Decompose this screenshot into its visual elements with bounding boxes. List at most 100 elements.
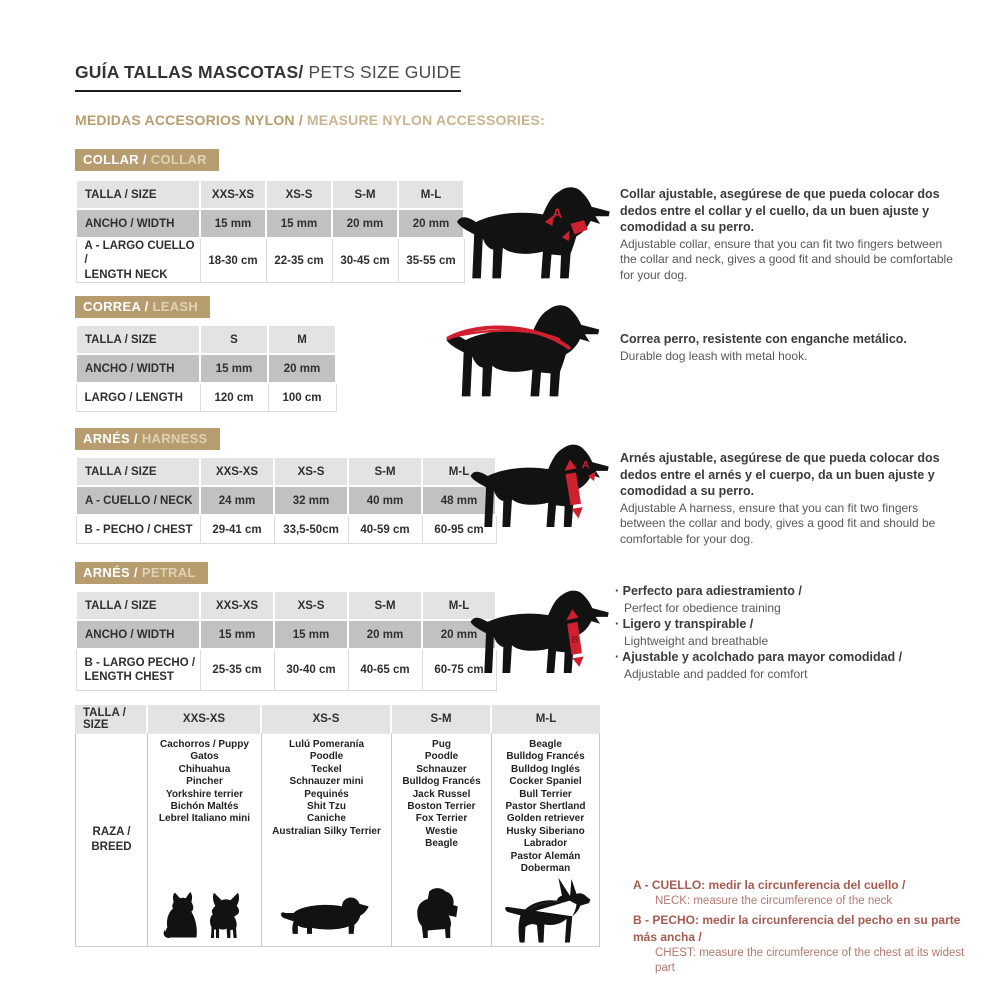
breed-list: Beagle Bulldog Francés Bulldog Inglés Cocke… bbox=[505, 739, 586, 875]
row-label: ANCHO / WIDTH bbox=[75, 353, 201, 384]
col-header: XS-S bbox=[273, 456, 349, 487]
leash-size-table: TALLA / SIZE S M ANCHO / WIDTH 15 mm 20 … bbox=[75, 324, 337, 412]
badge-label-en: HARNESS bbox=[141, 431, 208, 446]
col-header: XS-S bbox=[273, 590, 349, 621]
col-header: XXS-XS bbox=[199, 179, 267, 210]
badge-label-en: COLLAR bbox=[150, 152, 207, 167]
col-header: M-L bbox=[421, 590, 497, 621]
badge-label-en: PETRAL bbox=[141, 565, 196, 580]
value-cell: 30-45 cm bbox=[331, 237, 399, 284]
description-es: Collar ajustable, asegúrese de que pueda… bbox=[620, 187, 940, 234]
breed-column-xxs-xs: Cachorros / Puppy Gatos Chihuahua Pincher Yo… bbox=[148, 734, 262, 946]
col-header: TALLA / SIZE bbox=[75, 324, 201, 355]
col-header: XXS-XS bbox=[148, 705, 262, 733]
row-label: B - LARGO PECHO / LENGTH CHEST bbox=[75, 648, 201, 691]
col-header: XS-S bbox=[265, 179, 333, 210]
petral-size-table: TALLA / SIZE XXS-XS XS-S S-M M-L ANCHO /… bbox=[75, 590, 497, 691]
row-label: ANCHO / WIDTH bbox=[75, 619, 201, 650]
breed-column-s-m: Pug Poodle Schnauzer Bulldog Francés Jack Ru… bbox=[392, 734, 492, 946]
col-header: M-L bbox=[397, 179, 465, 210]
col-header: M-L bbox=[492, 705, 600, 733]
value-cell: 20 mm bbox=[267, 353, 337, 384]
row-label: B - PECHO / CHEST bbox=[75, 514, 201, 544]
page-title-en: PETS SIZE GUIDE bbox=[308, 62, 462, 82]
value-cell: 40 mm bbox=[347, 485, 423, 516]
col-header: S bbox=[199, 324, 269, 355]
value-cell: 18-30 cm bbox=[199, 237, 267, 284]
leash-section-badge: CORREA / LEASH bbox=[75, 296, 211, 318]
dachshund-icon bbox=[280, 897, 369, 934]
page-subtitle: MEDIDAS ACCESORIOS NYLON / MEASURE NYLON … bbox=[75, 112, 545, 128]
table-row-chest: B - PECHO / CHEST 29-41 cm 33,5-50cm 40-… bbox=[75, 514, 497, 544]
description-en: Adjustable A harness, ensure that you ca… bbox=[620, 500, 936, 546]
table-row-chest: B - LARGO PECHO / LENGTH CHEST 25-35 cm … bbox=[75, 648, 497, 691]
dog-leash-icon bbox=[446, 305, 600, 397]
table-header-row: TALLA / SIZE XXS-XS XS-S S-M M-L bbox=[75, 456, 497, 487]
value-cell: 15 mm bbox=[273, 619, 349, 650]
note-es: A - CUELLO: medir la circunferencia del … bbox=[633, 878, 906, 892]
badge-label-es: ARNÉS / bbox=[83, 431, 138, 446]
petral-section-badge: ARNÉS / PETRAL bbox=[75, 562, 208, 584]
harness-section-badge: ARNÉS / HARNESS bbox=[75, 428, 220, 450]
value-cell: 32 mm bbox=[273, 485, 349, 516]
row-label: A - CUELLO / NECK bbox=[75, 485, 201, 516]
col-header: S-M bbox=[347, 590, 423, 621]
table-row-length: LARGO / LENGTH 120 cm 100 cm bbox=[75, 382, 337, 412]
col-header: XS-S bbox=[262, 705, 392, 733]
value-cell: 25-35 cm bbox=[199, 648, 275, 691]
doberman-icon bbox=[504, 877, 590, 943]
breed-list: Lulú Pomeranía Poodle Teckel Schnauzer mini… bbox=[272, 739, 381, 837]
badge-label-es: CORREA / bbox=[83, 299, 149, 314]
page-title-es: GUÍA TALLAS MASCOTAS/ bbox=[75, 62, 304, 82]
value-cell: 33,5-50cm bbox=[273, 514, 349, 544]
breed-list: Pug Poodle Schnauzer Bulldog Francés Jack Ru… bbox=[402, 739, 481, 850]
value-cell: 100 cm bbox=[267, 382, 337, 412]
page-title: GUÍA TALLAS MASCOTAS/PETS SIZE GUIDE bbox=[75, 62, 462, 92]
page-subtitle-es: MEDIDAS ACCESORIOS NYLON / bbox=[75, 112, 303, 128]
collar-section-badge: COLLAR / COLLAR bbox=[75, 149, 219, 171]
collar-description: Collar ajustable, asegúrese de que pueda… bbox=[620, 186, 956, 283]
note-en: NECK: measure the circumference of the n… bbox=[655, 894, 893, 907]
leash-description: Correa perro, resistente con enganche me… bbox=[620, 331, 956, 364]
value-cell: 15 mm bbox=[265, 208, 333, 239]
value-cell: 60-95 cm bbox=[421, 514, 497, 544]
marker-letter: A bbox=[552, 206, 562, 221]
value-cell: 35-55 cm bbox=[397, 237, 465, 284]
value-cell: 120 cm bbox=[199, 382, 269, 412]
value-cell: 40-59 cm bbox=[347, 514, 423, 544]
col-header: XXS-XS bbox=[199, 456, 275, 487]
value-cell: 24 mm bbox=[199, 485, 275, 516]
breed-column-m-l: Beagle Bulldog Francés Bulldog Inglés Cocke… bbox=[492, 734, 600, 946]
harness-size-table: TALLA / SIZE XXS-XS XS-S S-M M-L A - CUE… bbox=[75, 456, 497, 544]
value-cell: 40-65 cm bbox=[347, 648, 423, 691]
marker-letter: A bbox=[582, 460, 590, 471]
badge-label-en: LEASH bbox=[152, 299, 199, 314]
table-row-width: ANCHO / WIDTH 15 mm 20 mm bbox=[75, 353, 337, 384]
page-subtitle-en: MEASURE NYLON ACCESSORIES: bbox=[306, 112, 545, 128]
col-header: S-M bbox=[331, 179, 399, 210]
col-header: XXS-XS bbox=[199, 590, 275, 621]
value-cell: 20 mm bbox=[331, 208, 399, 239]
feature-en: Adjustable and padded for comfort bbox=[624, 667, 808, 681]
table-header-row: TALLA / SIZE XXS-XS XS-S S-M M-L bbox=[75, 590, 497, 621]
table-row-neck: A - CUELLO / NECK 24 mm 32 mm 40 mm 48 m… bbox=[75, 485, 497, 516]
chihuahua-icon bbox=[209, 892, 240, 938]
table-header-row: TALLA / SIZE XXS-XS XS-S S-M M-L bbox=[75, 179, 465, 210]
breed-column-xs-s: Lulú Pomeranía Poodle Teckel Schnauzer mini… bbox=[262, 734, 392, 946]
marker-letter: B bbox=[572, 635, 579, 646]
cat-icon bbox=[163, 891, 197, 938]
value-cell: 15 mm bbox=[199, 208, 267, 239]
breed-list: Cachorros / Puppy Gatos Chihuahua Pincher Yo… bbox=[158, 739, 251, 825]
note-es: B - PECHO: medir la circunferencia del p… bbox=[633, 913, 961, 945]
description-en: Durable dog leash with metal hook. bbox=[620, 348, 808, 363]
value-cell: 30-40 cm bbox=[273, 648, 349, 691]
col-header: TALLA / SIZE bbox=[75, 179, 201, 210]
collar-size-table: TALLA / SIZE XXS-XS XS-S S-M M-L ANCHO /… bbox=[75, 179, 465, 284]
harness-description: Arnés ajustable, asegúrese de que pueda … bbox=[620, 450, 956, 547]
note-en: CHEST: measure the circumference of the … bbox=[655, 946, 965, 975]
feature-en: Lightweight and breathable bbox=[624, 633, 769, 648]
description-en: Adjustable collar, ensure that you can f… bbox=[620, 236, 953, 282]
table-row-neck: A - LARGO CUELLO / LENGTH NECK 18-30 cm … bbox=[75, 237, 465, 284]
description-es: Arnés ajustable, asegúrese de que pueda … bbox=[620, 451, 940, 498]
